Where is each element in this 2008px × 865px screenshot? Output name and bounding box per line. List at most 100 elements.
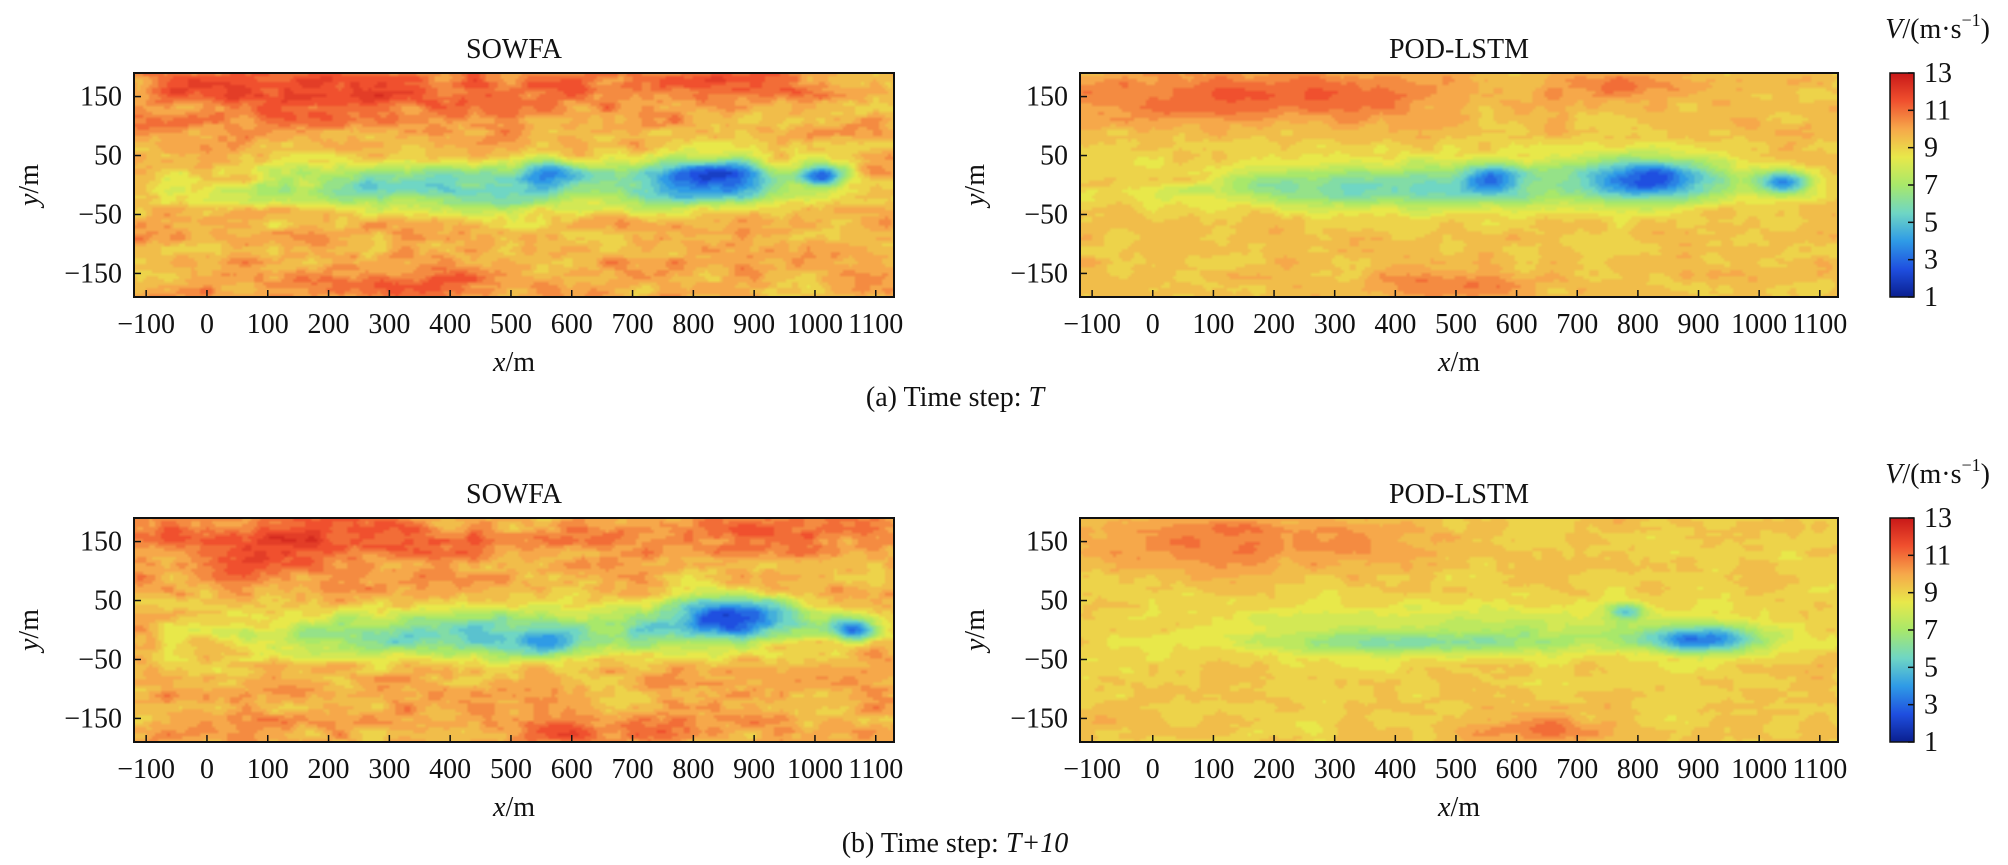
x-tick-label: 400 (1374, 754, 1416, 785)
x-tick-label: 100 (1192, 754, 1234, 785)
y-tick-label: −50 (78, 199, 122, 230)
x-tick-label: 400 (429, 309, 471, 340)
plot-frame (1079, 517, 1839, 743)
x-tick-label: 500 (1435, 754, 1477, 785)
x-tick-label: −100 (117, 309, 175, 340)
x-tick-label: 400 (429, 754, 471, 785)
heatmap-panel-3: SOWFA −100 0 100 200 300 400 500 600 700 800 900 100… (14, 479, 903, 823)
x-tick-label: 200 (308, 309, 350, 340)
y-axis-label: y/m (14, 609, 45, 654)
y-tick-label: −50 (78, 644, 122, 675)
x-tick-label: 600 (1496, 309, 1538, 340)
x-tick-label: 300 (1314, 309, 1356, 340)
panel-caption: (b) Time step: T+10 (842, 828, 1069, 859)
x-tick-label: 600 (551, 309, 593, 340)
colorbar-tick-label: 11 (1924, 540, 1951, 571)
x-tick-label: 900 (733, 309, 775, 340)
plot-frame (133, 517, 895, 743)
x-tick-label: 200 (1253, 309, 1295, 340)
x-tick-label: 800 (1617, 309, 1659, 340)
x-tick-label: 400 (1374, 309, 1416, 340)
heatmap-panel-2: POD-LSTM −100 0 100 200 300 400 500 600 700 800 900… (960, 34, 1847, 378)
x-axis-label: x/m (492, 347, 535, 378)
heatmap-field (1080, 73, 1838, 297)
y-tick-label: −150 (64, 258, 122, 289)
x-tick-label: 1100 (1792, 754, 1847, 785)
x-tick-label: 100 (247, 754, 289, 785)
x-tick-label: 600 (1496, 754, 1538, 785)
y-tick-label: −150 (64, 703, 122, 734)
x-axis-label: x/m (1437, 347, 1480, 378)
y-axis-label: y/m (960, 164, 991, 209)
y-tick-label: 150 (80, 82, 122, 113)
y-axis-label: y/m (14, 164, 45, 209)
x-tick-label: 900 (1678, 754, 1720, 785)
x-tick-label: 500 (490, 309, 532, 340)
x-tick-label: 800 (1617, 754, 1659, 785)
heatmap-field (134, 518, 894, 742)
x-tick-label: 700 (1556, 309, 1598, 340)
x-tick-label: 500 (490, 754, 532, 785)
y-tick-label: 150 (80, 527, 122, 558)
x-tick-label: 700 (612, 309, 654, 340)
colorbar-2: 13 11 9 7 5 3 1 V/(m·s−1) (1885, 455, 1990, 758)
colorbar-tick-label: 11 (1924, 95, 1951, 126)
y-tick-label: 50 (94, 586, 122, 617)
colorbar-tick-label: 7 (1924, 615, 1938, 646)
y-axis-label: y/m (960, 609, 991, 654)
colorbar-tick-label: 1 (1924, 282, 1938, 313)
colorbar-tick-label: 9 (1924, 578, 1938, 609)
heatmap-field (1080, 518, 1838, 742)
x-tick-label: −100 (1063, 309, 1121, 340)
panel-caption: (a) Time step: T (866, 382, 1047, 413)
x-tick-label: 200 (308, 754, 350, 785)
x-axis-label: x/m (1437, 792, 1480, 823)
y-tick-label: 150 (1026, 82, 1068, 113)
y-tick-label: 50 (1040, 586, 1068, 617)
x-tick-label: 800 (672, 754, 714, 785)
plot-frame (133, 72, 895, 298)
x-tick-label: −100 (117, 754, 175, 785)
x-tick-label: 600 (551, 754, 593, 785)
colorbar-label: V/(m·s−1) (1885, 455, 1990, 490)
panel-title: POD-LSTM (1389, 479, 1529, 510)
heatmap-panel-4: POD-LSTM −100 0 100 200 300 400 500 600 700 800 900… (960, 479, 1847, 823)
x-tick-label: 100 (1192, 309, 1234, 340)
y-tick-label: −150 (1010, 258, 1068, 289)
x-tick-label: 1000 (787, 754, 843, 785)
colorbar-tick-label: 3 (1924, 690, 1938, 721)
x-tick-label: 0 (200, 309, 214, 340)
colorbar-tick-label: 5 (1924, 652, 1938, 683)
colorbar-tick-label: 1 (1924, 727, 1938, 758)
heatmap-panel-1: SOWFA −100 0 100 200 300 400 500 600 700 800 900 100… (14, 34, 903, 378)
x-tick-label: 800 (672, 309, 714, 340)
colorbar-1: 13 11 9 7 5 3 1 V/(m·s−1) (1885, 10, 1990, 313)
y-tick-label: −50 (1024, 644, 1068, 675)
x-tick-label: 300 (368, 309, 410, 340)
x-tick-label: 1000 (1731, 754, 1787, 785)
x-tick-label: 1000 (787, 309, 843, 340)
x-axis-label: x/m (492, 792, 535, 823)
panel-title: SOWFA (466, 479, 563, 510)
colorbar-tick-label: 5 (1924, 207, 1938, 238)
y-tick-label: 50 (1040, 141, 1068, 172)
x-tick-label: 1100 (848, 309, 903, 340)
x-tick-label: 700 (1556, 754, 1598, 785)
colorbar-tick-label: 13 (1924, 503, 1952, 534)
x-tick-label: 0 (200, 754, 214, 785)
x-tick-label: 1100 (848, 754, 903, 785)
x-tick-label: 300 (368, 754, 410, 785)
panel-title: POD-LSTM (1389, 34, 1529, 65)
x-tick-label: 1000 (1731, 309, 1787, 340)
x-tick-label: 100 (247, 309, 289, 340)
x-tick-label: 500 (1435, 309, 1477, 340)
y-tick-label: −50 (1024, 199, 1068, 230)
colorbar-tick-label: 3 (1924, 245, 1938, 276)
panel-title: SOWFA (466, 34, 563, 65)
y-tick-label: 150 (1026, 527, 1068, 558)
x-tick-label: 300 (1314, 754, 1356, 785)
colorbar-tick-label: 9 (1924, 133, 1938, 164)
x-tick-label: 900 (733, 754, 775, 785)
x-tick-label: 0 (1146, 309, 1160, 340)
